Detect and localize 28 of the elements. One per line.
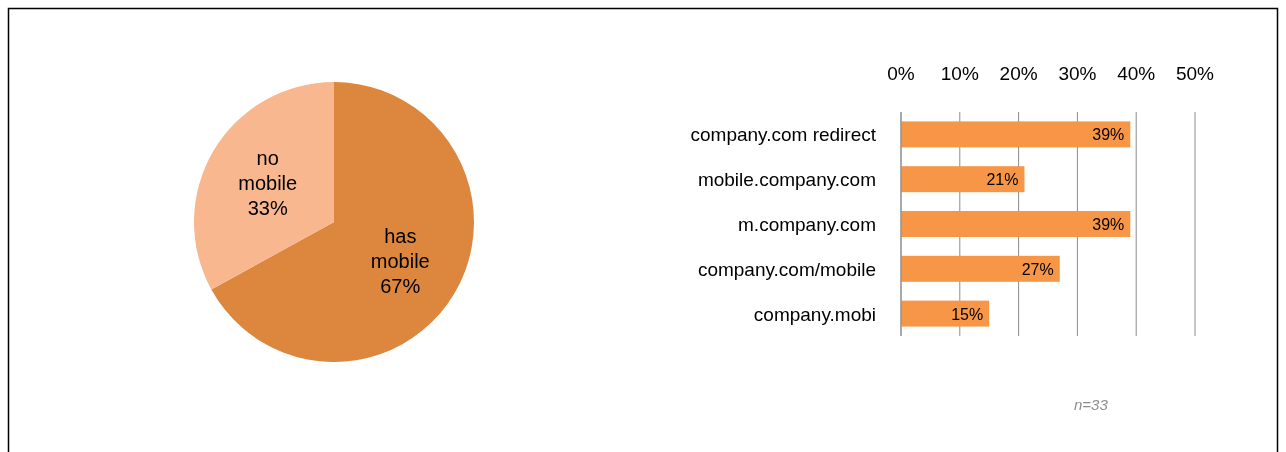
y-tick-label: company.com redirect xyxy=(690,124,877,146)
data-label: 33% xyxy=(247,196,288,219)
bar xyxy=(901,300,990,327)
x-tick-label: 50% xyxy=(1175,63,1215,84)
x-tick-label: 20% xyxy=(999,63,1038,84)
y-tick-label: m.company.com xyxy=(738,214,876,235)
x-tick-label: 10% xyxy=(940,63,979,84)
data-label: 21% xyxy=(986,171,1019,189)
pie-slice xyxy=(211,82,474,362)
y-tick-label: company.mobi xyxy=(753,303,876,325)
data-label: 39% xyxy=(1092,216,1125,233)
bar xyxy=(901,121,1131,148)
x-tick-label: 40% xyxy=(1117,63,1156,84)
y-tick-label: company.com/mobile xyxy=(697,258,876,280)
data-label: 39% xyxy=(1092,126,1125,144)
y-tick-label: mobile.company.com xyxy=(697,169,876,191)
text: n=33 xyxy=(1074,396,1109,413)
data-label: 15% xyxy=(951,305,984,323)
x-tick-label: 30% xyxy=(1058,63,1097,84)
pie-slice xyxy=(194,82,334,290)
x-tick-label: 0% xyxy=(887,63,915,84)
bar xyxy=(901,211,1131,237)
bar xyxy=(901,255,1060,282)
slice-label: has mobile xyxy=(370,225,430,273)
data-label: 67% xyxy=(380,275,421,298)
slice-label: no mobile xyxy=(238,146,298,194)
bar xyxy=(901,166,1025,193)
data-label: 27% xyxy=(1021,260,1054,278)
